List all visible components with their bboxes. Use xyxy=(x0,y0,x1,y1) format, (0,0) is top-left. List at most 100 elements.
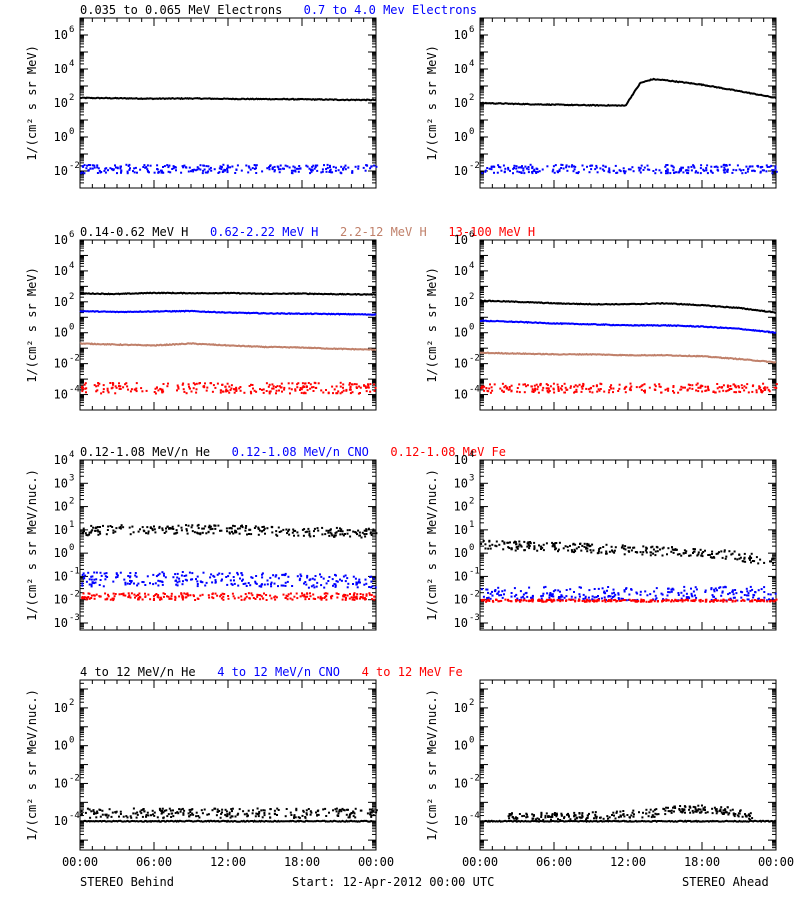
series-point xyxy=(133,808,135,810)
series-point xyxy=(579,596,581,598)
series-point xyxy=(522,170,524,172)
series-point xyxy=(620,600,622,602)
series-point xyxy=(349,815,351,817)
y-tick-label: 10 xyxy=(454,295,468,309)
series-point xyxy=(247,815,249,817)
series-point xyxy=(271,383,273,385)
series-point xyxy=(709,554,711,556)
series-point xyxy=(603,170,605,172)
series-point xyxy=(172,815,174,817)
series-point xyxy=(523,594,525,596)
series-point xyxy=(314,598,316,600)
series-point xyxy=(373,165,375,167)
series-point xyxy=(344,594,346,596)
series-point xyxy=(269,391,271,393)
series-point xyxy=(291,172,293,174)
series-point xyxy=(316,814,318,816)
series-point xyxy=(256,596,258,598)
series-point xyxy=(716,600,718,602)
series-point xyxy=(602,165,604,167)
series-point xyxy=(93,594,95,596)
series-point xyxy=(554,548,556,550)
series-point xyxy=(241,599,243,601)
series-point xyxy=(175,533,177,535)
series-point xyxy=(351,383,353,385)
y-tick-label-exponent: 0 xyxy=(469,736,474,746)
series-point xyxy=(124,383,126,385)
series-point xyxy=(338,813,340,815)
series-point xyxy=(569,588,571,590)
series-point xyxy=(586,166,588,168)
series-point xyxy=(233,579,235,581)
series-point xyxy=(221,166,223,168)
series-point xyxy=(719,586,721,588)
series-point xyxy=(692,164,694,166)
series-point xyxy=(288,382,290,384)
series-point xyxy=(646,601,648,603)
series-point xyxy=(83,530,85,532)
series-point xyxy=(618,597,620,599)
series-point xyxy=(570,387,572,389)
series-point xyxy=(309,388,311,390)
series-point xyxy=(361,537,363,539)
series-point xyxy=(519,391,521,393)
series-point xyxy=(356,582,358,584)
series-point xyxy=(671,810,673,812)
series-point xyxy=(772,598,774,600)
y-tick-label: 10 xyxy=(54,523,68,537)
series-point xyxy=(309,578,311,580)
series-point xyxy=(617,592,619,594)
series-point xyxy=(669,591,671,593)
series-point xyxy=(259,388,261,390)
series-point xyxy=(84,575,86,577)
series-point xyxy=(163,383,165,385)
series-point xyxy=(590,168,592,170)
series-point xyxy=(358,393,360,395)
series-point xyxy=(745,172,747,174)
series-point xyxy=(269,165,271,167)
series-point xyxy=(375,586,377,588)
series-point xyxy=(336,527,338,529)
series-point xyxy=(665,164,667,166)
series-point xyxy=(346,577,348,579)
series-point xyxy=(677,392,679,394)
series-point xyxy=(235,388,237,390)
series-point xyxy=(107,388,109,390)
series-point xyxy=(234,392,236,394)
series-point xyxy=(285,597,287,599)
series-point xyxy=(485,387,487,389)
series-point xyxy=(87,808,89,810)
series-point xyxy=(705,169,707,171)
series-point xyxy=(162,166,164,168)
series-point xyxy=(224,814,226,816)
series-point xyxy=(711,808,713,810)
series-point xyxy=(143,808,145,810)
series-point xyxy=(306,593,308,595)
series-point xyxy=(167,166,169,168)
series-point xyxy=(653,591,655,593)
series-point xyxy=(763,600,765,602)
series-point xyxy=(608,389,610,391)
series-point xyxy=(502,548,504,550)
series-point xyxy=(512,172,514,174)
series-point xyxy=(188,525,190,527)
series-point xyxy=(357,530,359,532)
series-point xyxy=(735,169,737,171)
series-point xyxy=(205,532,207,534)
series-point xyxy=(127,171,129,173)
series-point xyxy=(204,382,206,384)
series-point xyxy=(347,583,349,585)
series-point xyxy=(209,525,211,527)
y-tick-label: 10 xyxy=(454,28,468,42)
series-point xyxy=(194,599,196,601)
series-point xyxy=(166,164,168,166)
series-point xyxy=(310,814,312,816)
series-point xyxy=(764,386,766,388)
series-point xyxy=(712,596,714,598)
series-point xyxy=(636,386,638,388)
series-point xyxy=(211,593,213,595)
y-tick-label: 10 xyxy=(54,569,68,583)
series-point xyxy=(599,817,601,819)
series-point xyxy=(280,387,282,389)
